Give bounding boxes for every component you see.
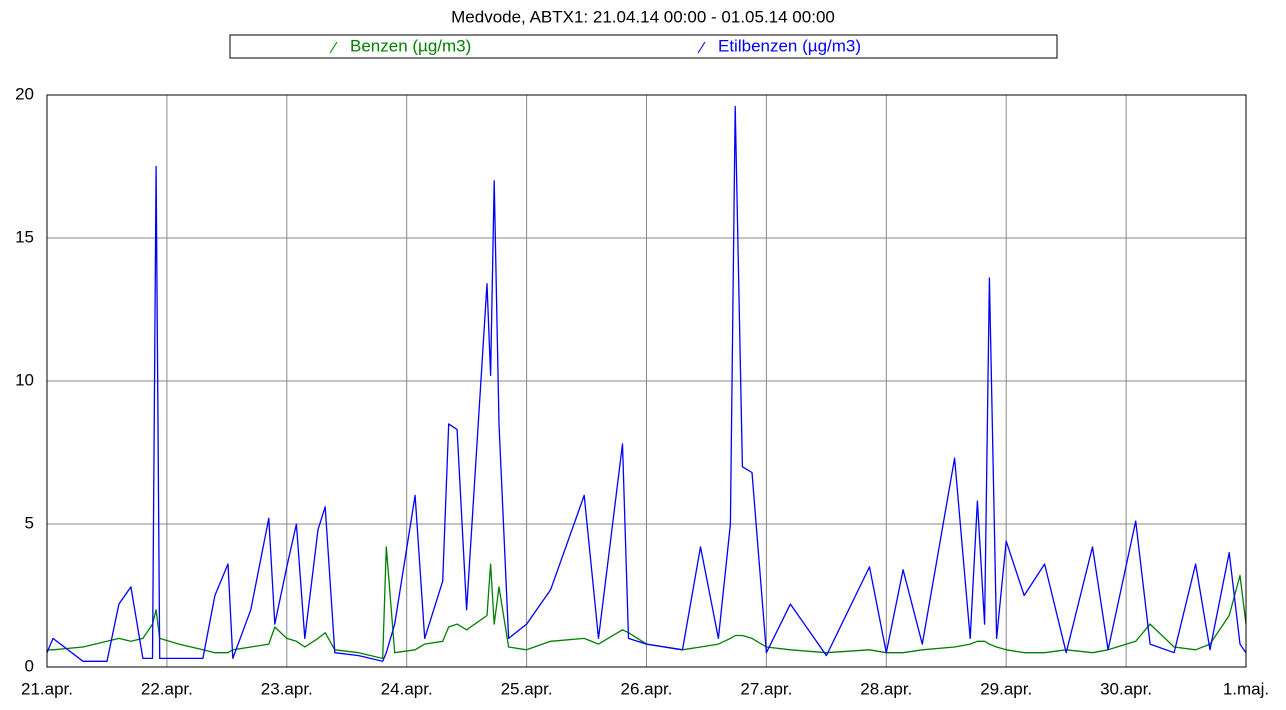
y-tick-label: 20 (15, 84, 34, 103)
legend-box (229, 34, 1058, 59)
y-tick-label: 15 (15, 227, 34, 246)
grid (46, 94, 1247, 668)
legend-label: Benzen (µg/m3) (350, 36, 471, 55)
x-tick-label: 25.apr. (501, 679, 553, 698)
y-tick-label: 10 (15, 370, 34, 389)
x-tick-label: 27.apr. (740, 679, 792, 698)
x-tick-label: 26.apr. (621, 679, 673, 698)
x-tick-label: 29.apr. (980, 679, 1032, 698)
plot-frame (46, 94, 1247, 668)
legend-label: Etilbenzen (µg/m3) (718, 36, 861, 55)
chart-title: Medvode, ABTX1: 21.04.14 00:00 - 01.05.1… (451, 7, 835, 26)
series-line (46, 105, 1247, 662)
x-tick-label: 23.apr. (261, 679, 313, 698)
plot-area (46, 105, 1247, 662)
legend-icon (697, 41, 706, 54)
x-tick-label: 28.apr. (860, 679, 912, 698)
y-tick-label: 0 (25, 656, 34, 675)
x-tick-label: 30.apr. (1100, 679, 1152, 698)
x-tick-label: 22.apr. (141, 679, 193, 698)
x-tick-label: 1.maj. (1223, 679, 1269, 698)
series-line (47, 546, 1247, 660)
x-tick-label: 21.apr. (21, 679, 73, 698)
x-tick-label: 24.apr. (381, 679, 433, 698)
y-tick-label: 5 (25, 513, 34, 532)
legend-icon (329, 41, 338, 54)
axis-labels: 0 5 10 15 20 21.apr. 22.apr. 23.apr. 24.apr. 25.a… (15, 84, 1269, 698)
